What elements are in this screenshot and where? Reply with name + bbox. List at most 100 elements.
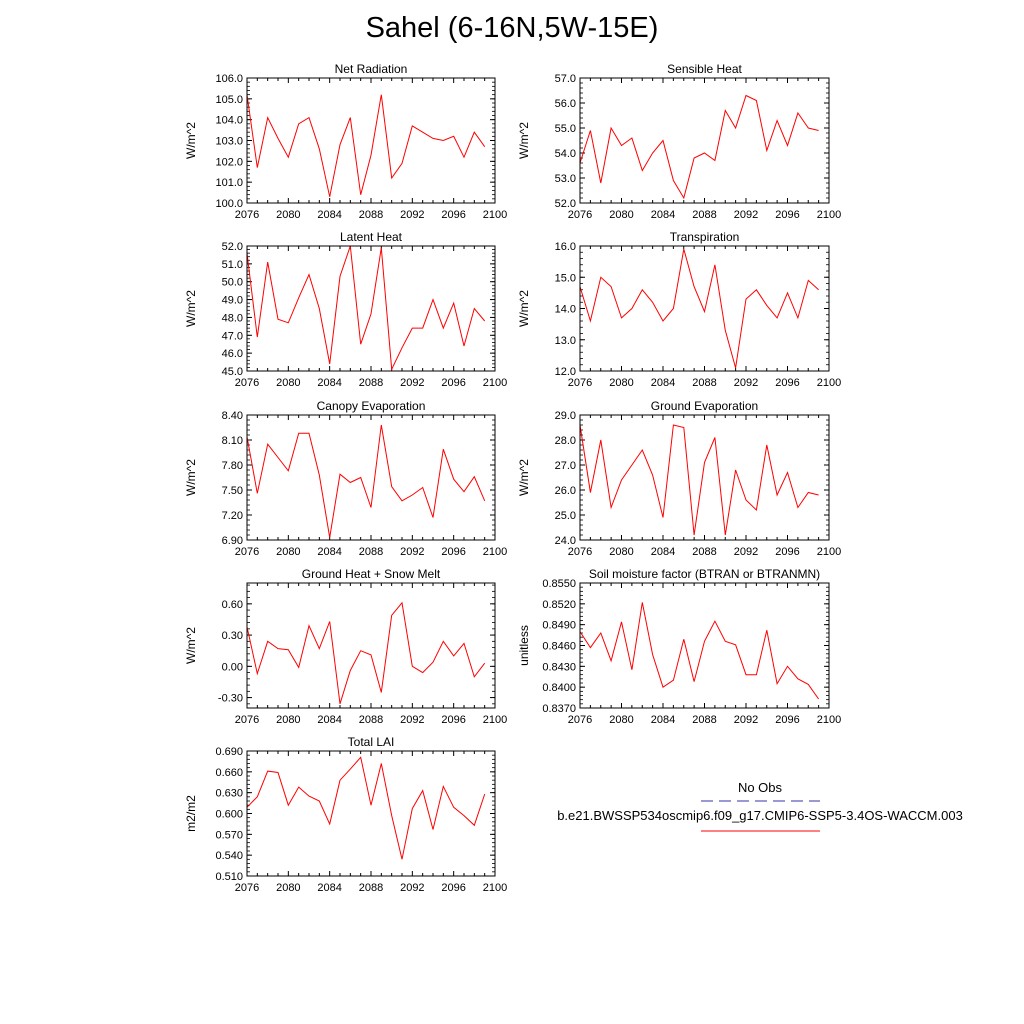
x-tick-label: 2092	[400, 377, 424, 389]
y-tick-label: 16.0	[555, 241, 576, 253]
series-line	[246, 94, 486, 197]
x-tick-label: 2100	[817, 377, 841, 389]
y-tick-label: 0.8400	[542, 682, 576, 694]
x-tick-label: 2076	[235, 209, 259, 221]
y-tick-label: 0.8430	[542, 661, 576, 673]
x-tick-label: 2088	[359, 546, 383, 558]
y-tick-label: 47.0	[222, 330, 243, 342]
series-line	[579, 94, 819, 200]
x-tick-label: 2092	[400, 209, 424, 221]
x-tick-label: 2088	[692, 714, 716, 726]
x-tick-label: 2080	[609, 714, 633, 726]
x-tick-label: 2088	[359, 714, 383, 726]
x-tick-label: 2084	[651, 377, 675, 389]
y-axis-label: W/m^2	[184, 459, 198, 496]
chart-title: Net Radiation	[335, 62, 408, 76]
chart-title: Transpiration	[670, 230, 740, 244]
x-tick-label: 2088	[692, 209, 716, 221]
y-tick-label: 105.0	[215, 94, 243, 106]
legend: No Obs b.e21.BWSSP534oscmip6.f09_g17.CMI…	[557, 780, 963, 832]
y-tick-label: 24.0	[555, 535, 576, 547]
plot-frame	[579, 414, 830, 541]
y-tick-label: 46.0	[222, 348, 243, 360]
plot-frame	[246, 582, 496, 709]
y-tick-label: 0.00	[222, 661, 243, 673]
y-tick-label: 26.0	[555, 485, 576, 497]
y-tick-label: 0.8550	[542, 578, 576, 590]
x-tick-label: 2080	[276, 546, 300, 558]
x-tick-label: 2096	[775, 377, 799, 389]
y-tick-label: 7.20	[222, 510, 243, 522]
y-tick-label: 0.30	[222, 630, 243, 642]
legend-obs-label: No Obs	[738, 780, 783, 795]
x-tick-label: 2092	[400, 882, 424, 894]
x-tick-label: 2076	[235, 714, 259, 726]
x-tick-label: 2080	[276, 209, 300, 221]
y-tick-label: 0.8370	[542, 703, 576, 715]
y-tick-label: 29.0	[555, 410, 576, 422]
x-tick-label: 2092	[734, 546, 758, 558]
y-tick-label: 49.0	[222, 295, 243, 307]
y-tick-label: 25.0	[555, 510, 576, 522]
y-tick-label: 0.630	[215, 788, 243, 800]
y-axis-label: W/m^2	[184, 122, 198, 159]
y-axis-label: W/m^2	[517, 122, 531, 159]
x-tick-label: 2092	[734, 714, 758, 726]
x-tick-label: 2096	[441, 209, 465, 221]
x-tick-label: 2096	[775, 546, 799, 558]
x-tick-label: 2092	[400, 546, 424, 558]
y-tick-label: 57.0	[555, 73, 576, 85]
chart-panel-1: Net Radiation W/m^2 2076 2080 2084 2088 2092 20…	[184, 62, 507, 221]
x-tick-label: 2076	[568, 377, 592, 389]
x-tick-label: 2080	[276, 714, 300, 726]
chart-title: Canopy Evaporation	[317, 399, 426, 413]
y-tick-label: 7.80	[222, 460, 243, 472]
y-axis-label: W/m^2	[184, 627, 198, 664]
plot-frame	[579, 245, 830, 372]
x-tick-label: 2076	[568, 714, 592, 726]
chart-panel-5: Canopy Evaporation W/m^2 2076 2080 2084 2088 2…	[184, 399, 507, 558]
y-tick-label: 0.510	[215, 871, 243, 883]
x-tick-label: 2096	[441, 546, 465, 558]
x-tick-label: 2100	[483, 546, 507, 558]
y-tick-label: 106.0	[215, 73, 243, 85]
panels: Net Radiation W/m^2 2076 2080 2084 2088 2092 20…	[184, 62, 841, 894]
chart-title: Ground Evaporation	[651, 399, 758, 413]
series-line	[246, 424, 486, 538]
x-tick-label: 2096	[775, 714, 799, 726]
chart-panel-8: Soil moisture factor (BTRAN or BTRANMN) u…	[517, 567, 841, 726]
y-tick-label: 104.0	[215, 115, 243, 127]
y-axis-label: W/m^2	[184, 290, 198, 327]
y-tick-label: 48.0	[222, 312, 243, 324]
x-tick-label: 2100	[483, 377, 507, 389]
x-tick-label: 2092	[734, 377, 758, 389]
x-tick-label: 2088	[359, 209, 383, 221]
x-tick-label: 2096	[775, 209, 799, 221]
chart-panel-3: Latent Heat W/m^2 2076 2080 2084 2088 2092 2096…	[184, 230, 507, 389]
y-tick-label: 27.0	[555, 460, 576, 472]
y-axis-label: W/m^2	[517, 290, 531, 327]
x-tick-label: 2076	[235, 546, 259, 558]
y-tick-label: 100.0	[215, 198, 243, 210]
chart-title: Soil moisture factor (BTRAN or BTRANMN)	[589, 567, 820, 581]
y-tick-label: 15.0	[555, 272, 576, 284]
y-tick-label: 12.0	[555, 366, 576, 378]
plot-frame	[246, 245, 496, 372]
x-tick-label: 2084	[651, 546, 675, 558]
y-tick-label: 45.0	[222, 366, 243, 378]
chart-panel-2: Sensible Heat W/m^2 2076 2080 2084 2088 2092 20…	[517, 62, 841, 221]
chart-panel-9: Total LAI m2/m2 2076 2080 2084 2088 2092 2096 21…	[184, 735, 507, 894]
y-tick-label: 0.600	[215, 809, 243, 821]
y-axis-label: W/m^2	[517, 459, 531, 496]
y-tick-label: 52.0	[222, 241, 243, 253]
x-tick-label: 2080	[276, 882, 300, 894]
x-tick-label: 2092	[734, 209, 758, 221]
chart-panel-6: Ground Evaporation W/m^2 2076 2080 2084 2088 2…	[517, 399, 841, 558]
y-tick-label: 56.0	[555, 98, 576, 110]
x-tick-label: 2080	[609, 377, 633, 389]
x-tick-label: 2084	[651, 714, 675, 726]
y-tick-label: 7.50	[222, 485, 243, 497]
legend-model-label: b.e21.BWSSP534oscmip6.f09_g17.CMIP6-SSP5…	[557, 808, 963, 823]
y-tick-label: 0.570	[215, 829, 243, 841]
y-tick-label: 14.0	[555, 304, 576, 316]
